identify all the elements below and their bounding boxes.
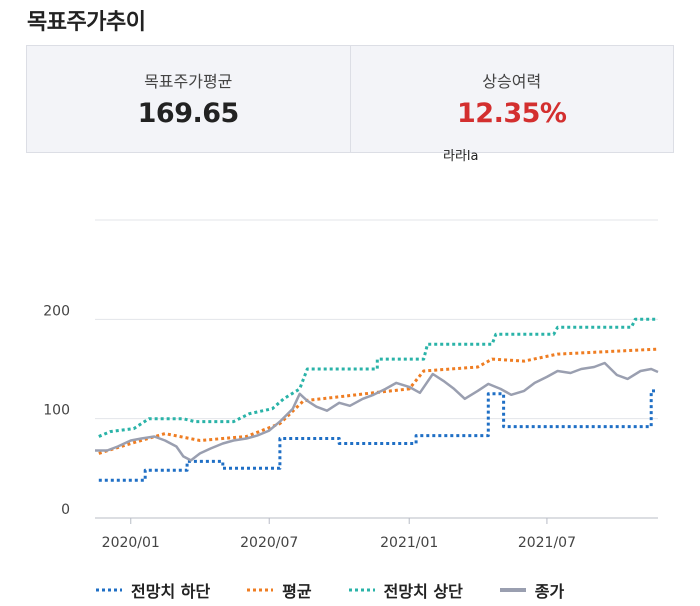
y-tick-label: 200 (43, 303, 70, 319)
high-series-line (98, 317, 658, 438)
average-target-value: 169.65 (137, 98, 240, 129)
legend-label-avg: 평균 (282, 582, 312, 601)
stray-text: 라라la (443, 149, 479, 164)
target-price-summary: 목표주가평균 169.65 상승여력 12.35% (26, 45, 674, 153)
legend-item-close[interactable]: 종가 (499, 578, 564, 602)
page-title: 목표주가추이 (27, 10, 146, 35)
legend-swatch-high (348, 588, 375, 592)
legend-swatch-low (96, 588, 122, 592)
low-series-line (98, 389, 658, 482)
y-tick-label: 100 (43, 403, 70, 419)
legend-label-high: 전망치 상단 (383, 582, 463, 601)
x-tick-label: 2021/01 (380, 535, 438, 551)
legend-swatch-avg (247, 588, 274, 592)
average-target-cell: 목표주가평균 169.65 (27, 46, 350, 152)
legend-label-low: 전망치 하단 (131, 582, 211, 601)
avg-series-line (98, 347, 659, 455)
legend-item-low[interactable]: 전망치 하단 (95, 578, 210, 602)
upside-cell: 상승여력 12.35% (349, 46, 674, 152)
legend-item-high[interactable]: 전망치 상단 (348, 578, 463, 602)
x-tick-label: 2020/01 (102, 535, 160, 551)
legend-item-avg[interactable]: 평균 (246, 578, 312, 602)
x-tick-label: 2020/07 (240, 535, 298, 551)
legend-swatch-close (499, 588, 526, 592)
average-target-label: 목표주가평균 (144, 72, 233, 91)
chart-legend: 전망치 하단 평균 전망치 상단 종가 (95, 578, 600, 602)
y-tick-label: 0 (61, 502, 70, 518)
x-tick-label: 2021/07 (518, 535, 576, 551)
legend-label-close: 종가 (534, 582, 565, 601)
close-series-line (95, 361, 659, 462)
upside-value: 12.35% (457, 98, 567, 129)
upside-label: 상승여력 (482, 72, 542, 91)
